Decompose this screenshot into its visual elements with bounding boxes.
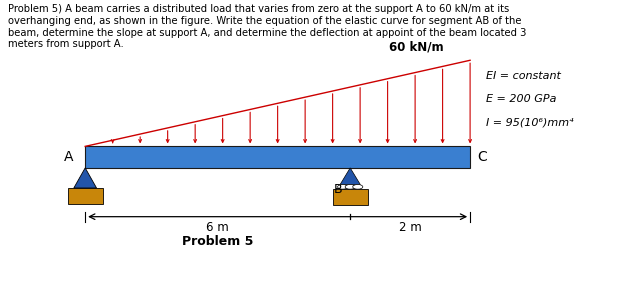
Text: A: A bbox=[64, 150, 74, 164]
Text: Problem 5: Problem 5 bbox=[182, 235, 254, 248]
Text: Problem 5) A beam carries a distributed load that varies from zero at the suppor: Problem 5) A beam carries a distributed … bbox=[8, 4, 526, 49]
Circle shape bbox=[353, 185, 363, 189]
Bar bbox=[68, 188, 103, 204]
Polygon shape bbox=[74, 168, 97, 188]
Polygon shape bbox=[340, 168, 360, 185]
Text: C: C bbox=[478, 150, 487, 164]
Bar bbox=[85, 146, 470, 168]
Circle shape bbox=[338, 185, 348, 189]
Text: B: B bbox=[334, 183, 343, 196]
Text: 6 m: 6 m bbox=[206, 221, 229, 234]
Text: E = 200 GPa: E = 200 GPa bbox=[486, 94, 557, 104]
Text: 60 kN/m: 60 kN/m bbox=[389, 40, 444, 53]
Text: I = 95(10⁶)mm⁴: I = 95(10⁶)mm⁴ bbox=[486, 117, 574, 127]
Bar bbox=[333, 189, 368, 205]
Text: 2 m: 2 m bbox=[399, 221, 422, 234]
Text: EI = constant: EI = constant bbox=[486, 71, 561, 81]
Circle shape bbox=[345, 185, 355, 189]
